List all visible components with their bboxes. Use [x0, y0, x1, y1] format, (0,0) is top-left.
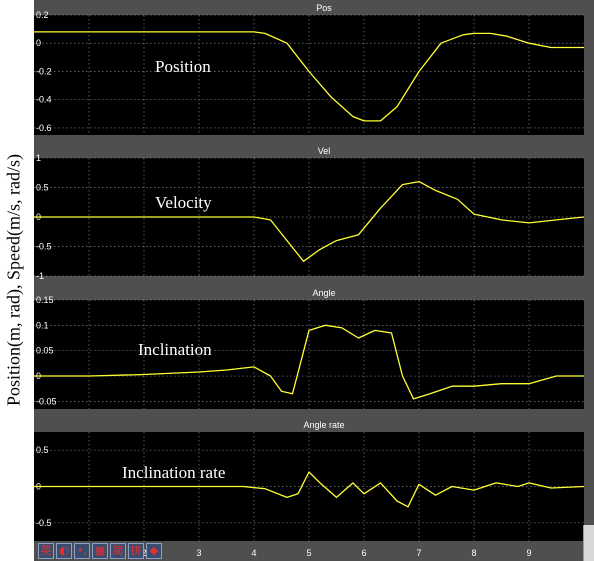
taskbar-icon[interactable]: ◆	[146, 543, 162, 559]
y-tick-label: -0.4	[36, 95, 52, 105]
x-tick-label: 7	[416, 548, 421, 558]
x-tick-label: 2	[141, 548, 146, 558]
y-tick-label: 0.2	[36, 10, 49, 20]
series-line	[34, 31, 584, 122]
y-tick-label: -0.6	[36, 123, 52, 133]
taskbar-icon[interactable]: ◐	[56, 543, 72, 559]
panel-title: Pos	[316, 3, 332, 13]
x-tick-label: 8	[471, 548, 476, 558]
y-tick-label: -0.5	[36, 518, 52, 528]
y-tick-label: 0	[36, 38, 41, 48]
taskbar-icon[interactable]: ▦	[92, 543, 108, 559]
series-line	[34, 471, 585, 508]
series-line	[34, 180, 585, 262]
y-tick-label: 0.5	[36, 445, 49, 455]
window-corner-button[interactable]	[583, 525, 594, 561]
y-tick-label: 1	[36, 153, 41, 163]
panel-title: Vel	[318, 146, 331, 156]
taskbar-icon[interactable]: 拼	[128, 543, 144, 559]
y-tick-label: 0.1	[36, 320, 49, 330]
x-tick-label: 6	[361, 548, 366, 558]
x-tick-label: 5	[306, 548, 311, 558]
series-annotation: Inclination rate	[122, 463, 225, 482]
y-tick-label: 0.15	[36, 295, 54, 305]
series-annotation: Velocity	[155, 193, 212, 212]
plot-area	[34, 300, 584, 409]
panel-1: 0.2 0 -0.2 -0.4 -0.6 Pos Position	[34, 3, 584, 135]
y-tick-label: -0.5	[36, 242, 52, 252]
series-annotation: Inclination	[138, 340, 212, 359]
taskbar-icon[interactable]: 英	[38, 543, 54, 559]
series-annotation: Position	[155, 57, 211, 76]
x-tick-label: 3	[196, 548, 201, 558]
taskbar-icon[interactable]: •,	[74, 543, 90, 559]
panel-title: Angle	[312, 288, 335, 298]
y-tick-label: -0.05	[36, 396, 57, 406]
x-tick-label: 4	[251, 548, 256, 558]
y-tick-label: -1	[36, 271, 44, 281]
y-tick-label: -0.2	[36, 66, 52, 76]
y-tick-label: 0.5	[36, 183, 49, 193]
taskbar-icon[interactable]: 简	[110, 543, 126, 559]
taskbar: 英 ◐ •, ▦ 简拼 ◆	[38, 542, 162, 560]
x-tick-label: 9	[526, 548, 531, 558]
y-tick-label: 0.05	[36, 346, 54, 356]
panel-title: Angle rate	[303, 420, 344, 430]
series-line	[34, 324, 584, 400]
